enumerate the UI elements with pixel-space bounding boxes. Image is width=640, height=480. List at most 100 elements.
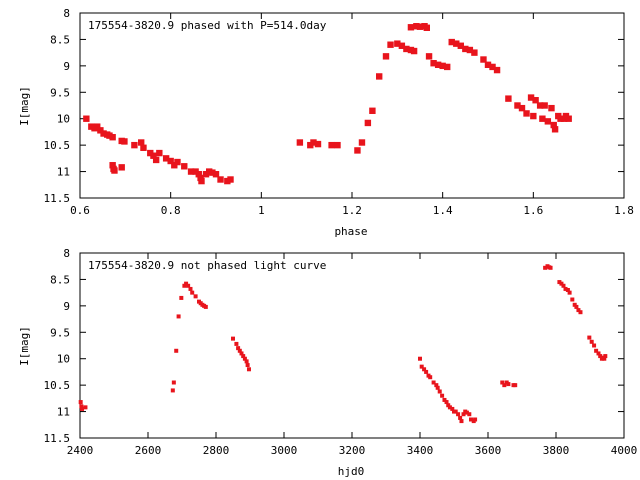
phased-data-point <box>118 164 125 171</box>
phased-data-point <box>195 171 202 178</box>
phased-data-point <box>198 177 205 185</box>
phased-data-point <box>557 115 564 122</box>
phased-data-point <box>138 139 145 146</box>
unphased-y-tick-label: 11.5 <box>44 432 71 445</box>
unphased-data-point <box>422 367 427 372</box>
phased-x-tick-label: 1 <box>258 204 265 217</box>
unphased-panel-title: 175554-3820.9 not phased light curve <box>88 259 326 272</box>
unphased-data-point <box>193 294 198 299</box>
unphased-data-point <box>464 410 469 415</box>
phased-data-point <box>150 152 157 159</box>
unphased-data-point <box>500 380 505 385</box>
unphased-data-point <box>418 356 422 361</box>
phased-data-point <box>314 140 322 148</box>
phased-data-point <box>462 45 469 53</box>
unphased-data-point <box>589 339 594 344</box>
phased-data-point <box>565 115 572 122</box>
unphased-y-tick-label: 9 <box>63 300 70 313</box>
unphased-data-point <box>574 304 579 309</box>
phased-data-point <box>444 63 451 71</box>
unphased-data-point <box>188 286 193 291</box>
phased-data-point <box>369 107 376 114</box>
phased-data-point <box>439 62 446 70</box>
phased-data-point <box>310 139 317 146</box>
unphased-data-point <box>513 383 518 388</box>
unphased-data-point <box>241 354 246 359</box>
phased-x-tick-label: 0.6 <box>70 204 90 217</box>
phased-data-point <box>376 73 383 80</box>
phased-data-point <box>111 167 118 174</box>
unphased-data-point <box>572 302 577 307</box>
phased-data-point <box>212 171 220 178</box>
unphased-data-point <box>171 380 176 385</box>
phased-data-point <box>466 46 474 54</box>
unphased-y-axis-label: I[mag] <box>18 326 31 366</box>
unphased-x-tick-label: 3600 <box>475 444 502 457</box>
phased-data-point <box>140 144 147 151</box>
unphased-data-point <box>602 356 607 361</box>
unphased-data-point <box>561 283 566 288</box>
unphased-data-point <box>437 389 442 394</box>
unphased-data-point <box>190 290 195 295</box>
unphased-x-tick-label: 2800 <box>203 444 230 457</box>
phased-data-point <box>453 40 460 47</box>
unphased-plot-frame <box>79 252 625 439</box>
unphased-data-point <box>461 412 466 417</box>
unphased-data-point <box>450 406 455 411</box>
phased-y-tick-label: 10 <box>57 113 70 126</box>
phased-data-point <box>493 66 501 74</box>
unphased-data-point <box>442 397 447 402</box>
unphased-data-point <box>458 415 463 420</box>
phased-x-tick-label: 1.8 <box>614 204 634 217</box>
unphased-data-point <box>83 405 88 410</box>
unphased-data-point <box>186 283 191 288</box>
unphased-data-point <box>246 367 251 372</box>
unphased-data-point <box>179 295 184 300</box>
phased-data-point <box>423 24 430 31</box>
phased-data-point <box>536 102 544 109</box>
phased-data-point <box>550 121 557 129</box>
phased-data-point <box>532 97 539 104</box>
unphased-data-point <box>239 351 244 356</box>
unphased-y-tick-label: 10 <box>57 353 70 366</box>
unphased-data-point <box>467 412 472 417</box>
unphased-data-point <box>431 380 436 385</box>
unphased-x-tick-label: 3200 <box>339 444 366 457</box>
unphased-x-tick-label: 3800 <box>543 444 570 457</box>
phased-data-point <box>541 102 548 109</box>
phased-data-point <box>527 94 535 101</box>
phased-y-tick-label: 11 <box>57 166 70 179</box>
phased-data-point <box>296 139 304 146</box>
unphased-data-point <box>435 385 440 390</box>
phased-data-point <box>403 45 410 53</box>
unphased-data-point <box>447 405 452 410</box>
phased-x-tick-label: 1.4 <box>433 204 453 217</box>
unphased-data-point <box>453 409 458 414</box>
phased-data-point <box>100 130 107 137</box>
phased-data-point <box>209 169 216 176</box>
phased-data-point <box>162 155 170 162</box>
unphased-data-point <box>596 351 601 356</box>
phased-data-point <box>448 38 455 46</box>
unphased-data-point <box>446 403 451 408</box>
phased-data-point <box>152 156 160 164</box>
unphased-data-point <box>78 400 83 405</box>
phased-data-point <box>167 157 174 165</box>
unphased-data-point <box>244 359 249 364</box>
phased-y-axis-label: I[mag] <box>18 86 31 126</box>
unphased-data-point <box>444 400 449 405</box>
unphased-data-point <box>242 356 247 361</box>
phased-data-point <box>518 104 526 112</box>
phased-data-point <box>187 168 195 175</box>
unphased-y-tick-label: 11 <box>57 406 70 419</box>
unphased-x-tick-label: 2400 <box>67 444 94 457</box>
phased-y-tick-label: 11.5 <box>44 192 71 205</box>
phased-x-tick-label: 0.8 <box>161 204 181 217</box>
unphased-data-point <box>592 343 597 348</box>
phased-y-tick-label: 9 <box>63 60 70 73</box>
unphased-data-point <box>502 383 507 388</box>
phased-data-point <box>217 176 224 183</box>
unphased-data-point <box>419 364 424 369</box>
phased-data-point <box>434 61 442 68</box>
unphased-data-point <box>559 281 564 286</box>
